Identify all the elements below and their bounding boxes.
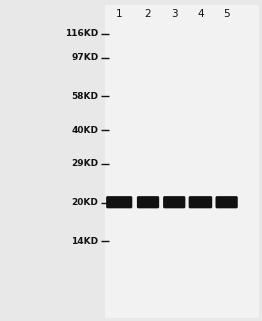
Text: 4: 4 — [197, 9, 204, 20]
Text: 97KD: 97KD — [71, 53, 98, 62]
Text: 14KD: 14KD — [71, 237, 98, 246]
Bar — [105, 5, 259, 318]
FancyBboxPatch shape — [106, 196, 132, 208]
FancyBboxPatch shape — [137, 196, 159, 208]
Text: 29KD: 29KD — [71, 159, 98, 168]
Text: 5: 5 — [223, 9, 230, 20]
FancyBboxPatch shape — [215, 196, 238, 208]
Text: 20KD: 20KD — [71, 198, 98, 207]
Text: 116KD: 116KD — [65, 29, 98, 38]
Text: 40KD: 40KD — [71, 126, 98, 134]
FancyBboxPatch shape — [163, 196, 185, 208]
Text: 3: 3 — [171, 9, 178, 20]
Text: 1: 1 — [116, 9, 123, 20]
Text: 58KD: 58KD — [71, 92, 98, 101]
FancyBboxPatch shape — [189, 196, 212, 208]
Text: 2: 2 — [145, 9, 151, 20]
